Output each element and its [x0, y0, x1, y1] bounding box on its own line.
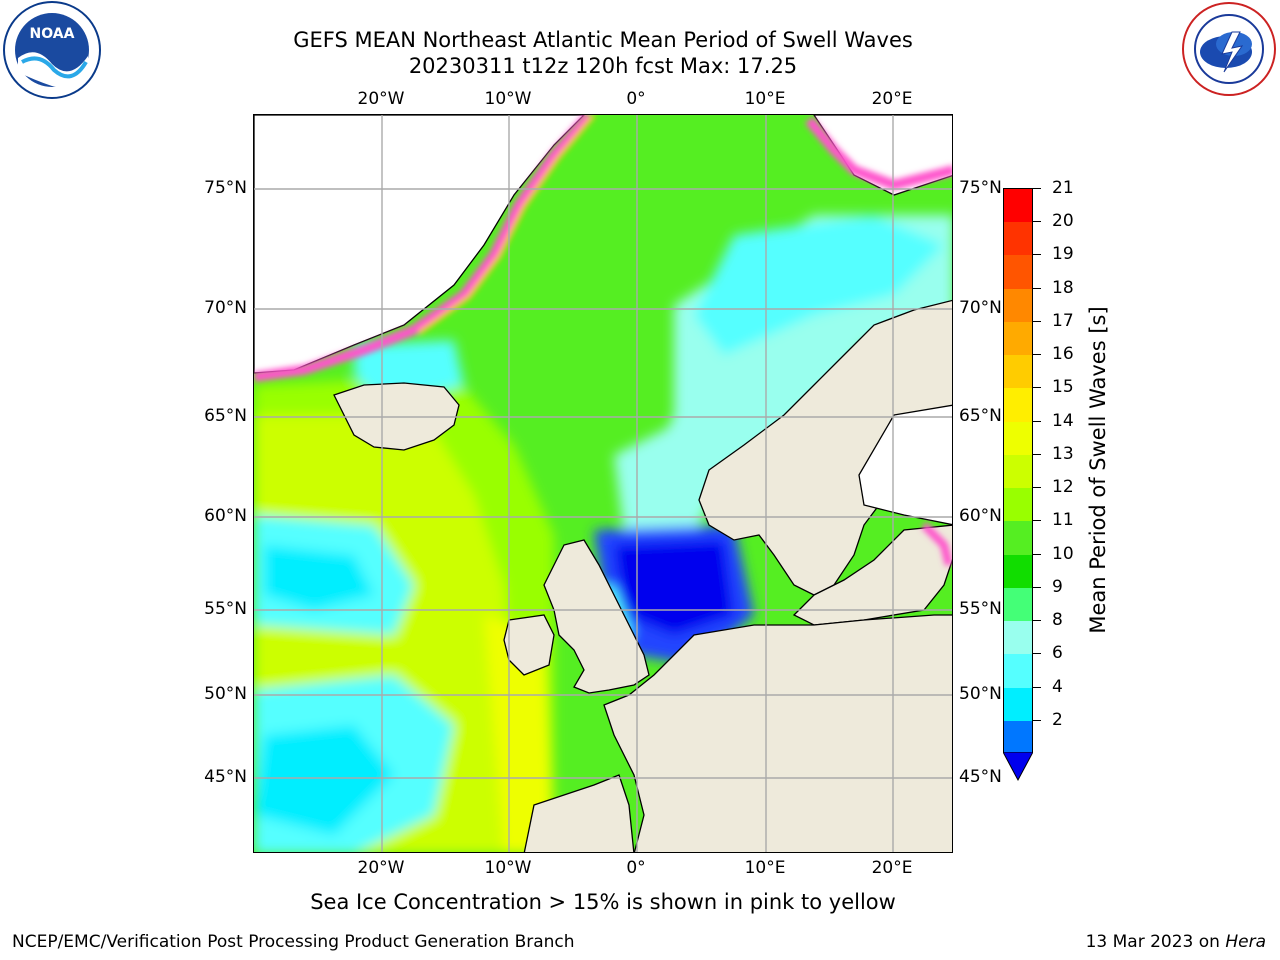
sea-ice-note: Sea Ice Concentration > 15% is shown in … — [310, 890, 896, 914]
colorbar-tick-label: 19 — [1052, 244, 1074, 265]
colorbar-tick-label: 18 — [1052, 277, 1074, 298]
colorbar-tick — [1033, 320, 1041, 322]
graticule — [254, 115, 952, 852]
colorbar-segment — [1004, 587, 1032, 622]
map-panel — [253, 114, 953, 853]
colorbar-tick-label: 21 — [1052, 178, 1074, 198]
lat-label-left: 55°N — [204, 599, 247, 619]
lat-label-left: 75°N — [204, 178, 247, 198]
colorbar-tick-label: 11 — [1052, 510, 1074, 531]
colorbar-tick-label: 14 — [1052, 410, 1074, 431]
lat-label-right: 65°N — [959, 406, 1002, 426]
colorbar-tick-label: 9 — [1052, 576, 1063, 597]
colorbar-segment — [1004, 189, 1032, 223]
colorbar-tick-label: 16 — [1052, 344, 1074, 365]
colorbar-tick-label: 17 — [1052, 310, 1074, 331]
lat-label-right: 50°N — [959, 684, 1002, 704]
colorbar-tick-label: 13 — [1052, 443, 1074, 464]
lat-label-right: 45°N — [959, 767, 1002, 787]
lat-label-left: 70°N — [204, 298, 247, 318]
colorbar-tick — [1033, 287, 1041, 289]
colorbar-tick — [1033, 453, 1041, 455]
colorbar-segment — [1004, 355, 1032, 389]
lon-label-bottom: 0° — [626, 858, 646, 878]
noaa-logo-icon: NOAA — [3, 1, 101, 99]
footer-date-text: 13 Mar 2023 on — [1085, 932, 1220, 952]
lat-label-left: 45°N — [204, 767, 247, 787]
lon-label-top: 10°W — [484, 89, 532, 109]
colorbar-segment — [1004, 255, 1032, 290]
colorbar-segment — [1004, 388, 1032, 423]
lon-label-bottom: 20°E — [871, 858, 913, 878]
colorbar-tick — [1033, 553, 1041, 555]
colorbar-tick-label: 2 — [1052, 709, 1063, 730]
colorbar-segment — [1004, 288, 1032, 323]
colorbar-segment — [1004, 222, 1032, 256]
colorbar-segment — [1004, 687, 1032, 722]
colorbar-segment — [1004, 621, 1032, 655]
lon-label-bottom: 20°W — [357, 858, 405, 878]
colorbar-tick — [1033, 420, 1041, 422]
colorbar-tick-label: 20 — [1052, 211, 1074, 232]
colorbar-segment — [1004, 654, 1032, 689]
footer-date: 13 Mar 2023 on Hera — [1086, 932, 1266, 952]
colorbar-tick — [1033, 354, 1041, 356]
footer-branch: NCEP/EMC/Verification Post Processing Pr… — [12, 932, 575, 952]
colorbar-tick — [1033, 387, 1041, 389]
lon-label-bottom: 10°E — [744, 858, 786, 878]
colorbar-tick-label: 8 — [1052, 610, 1063, 631]
colorbar-tick — [1033, 620, 1041, 622]
footer-machine: Hera — [1225, 932, 1266, 952]
colorbar — [1003, 188, 1033, 755]
lon-label-top: 20°E — [871, 89, 913, 109]
lon-label-top: 0° — [626, 89, 646, 109]
swell-period-map — [254, 115, 952, 852]
colorbar-tick — [1033, 520, 1041, 522]
colorbar-tick — [1033, 686, 1041, 688]
lat-label-right: 75°N — [959, 178, 1002, 198]
chart-title: GEFS MEAN Northeast Atlantic Mean Period… — [293, 28, 913, 52]
colorbar-label: Mean Period of Swell Waves [s] — [1086, 306, 1110, 634]
nws-logo-icon — [1182, 2, 1276, 96]
chart-subtitle: 20230311 t12z 120h fcst Max: 17.25 — [408, 54, 798, 78]
colorbar-segment — [1004, 521, 1032, 556]
lon-label-top: 20°W — [357, 89, 405, 109]
colorbar-segment — [1004, 454, 1032, 489]
lat-label-right: 60°N — [959, 506, 1002, 526]
lat-label-right: 55°N — [959, 599, 1002, 619]
colorbar-segment — [1004, 488, 1032, 522]
colorbar-segment — [1004, 554, 1032, 589]
colorbar-tick — [1033, 586, 1041, 588]
lat-label-left: 65°N — [204, 406, 247, 426]
colorbar-tick-label: 15 — [1052, 377, 1074, 398]
colorbar-tick-label: 10 — [1052, 543, 1074, 564]
lon-label-top: 10°E — [744, 89, 786, 109]
lat-label-left: 50°N — [204, 684, 247, 704]
lon-label-bottom: 10°W — [484, 858, 532, 878]
colorbar-tick — [1033, 653, 1041, 655]
colorbar-segment — [1004, 321, 1032, 356]
colorbar-segment — [1004, 720, 1032, 755]
colorbar-extend-arrow — [1003, 752, 1033, 782]
colorbar-tick — [1033, 254, 1041, 256]
colorbar-tick-label: 4 — [1052, 676, 1063, 697]
noaa-logo-text: NOAA — [30, 26, 75, 42]
lat-label-left: 60°N — [204, 506, 247, 526]
sea-ice-edge — [254, 115, 952, 566]
colorbar-tick-label: 6 — [1052, 643, 1063, 664]
colorbar-tick — [1033, 188, 1041, 189]
lat-label-right: 70°N — [959, 298, 1002, 318]
colorbar-tick-label: 12 — [1052, 477, 1074, 498]
colorbar-segment — [1004, 421, 1032, 456]
colorbar-tick — [1033, 719, 1041, 721]
colorbar-tick — [1033, 221, 1041, 223]
colorbar-tick — [1033, 487, 1041, 489]
